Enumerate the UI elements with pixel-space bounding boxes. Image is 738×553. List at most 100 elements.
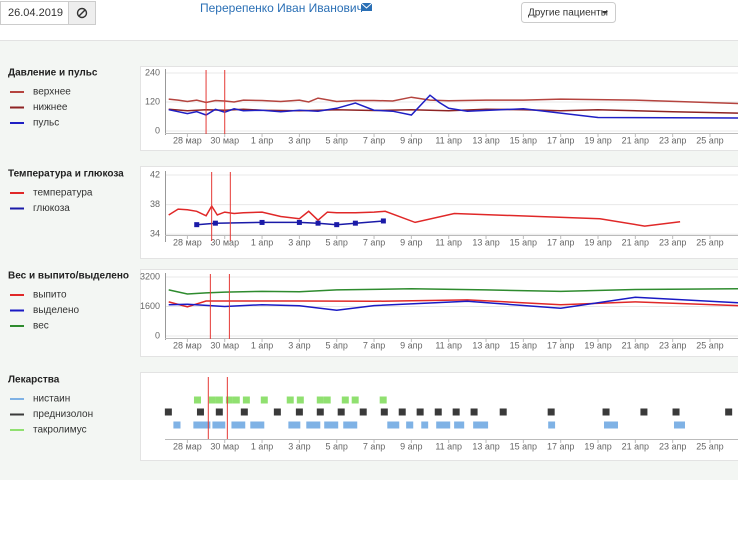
dose-mark bbox=[547, 408, 555, 416]
x-tick-label: 9 апр bbox=[400, 441, 422, 451]
dropdown-caret bbox=[602, 11, 608, 14]
dose-interval bbox=[673, 421, 685, 429]
legend-label: пульс bbox=[33, 118, 59, 129]
x-tick-label: 28 мар bbox=[173, 135, 202, 145]
dose-mark bbox=[240, 408, 248, 416]
x-tick-label: 1 апр bbox=[251, 135, 273, 145]
x-tick-label: 17 апр bbox=[547, 135, 574, 145]
x-tick-label: 19 апр bbox=[584, 441, 611, 451]
x-tick-label: 23 апр bbox=[659, 237, 686, 247]
x-tick-label: 28 мар bbox=[173, 237, 202, 247]
dose-interval bbox=[212, 421, 226, 429]
legend-label: нистаин bbox=[33, 394, 70, 405]
x-tick-label: 15 апр bbox=[510, 237, 537, 247]
x-tick-label: 30 мар bbox=[210, 135, 239, 145]
dose-mark bbox=[452, 408, 460, 416]
x-tick-label: 1 апр bbox=[251, 340, 273, 350]
patient-name[interactable]: Перерепенко Иван Иванович bbox=[200, 1, 363, 15]
dose-mark bbox=[379, 396, 387, 404]
x-tick-label: 19 апр bbox=[584, 340, 611, 350]
series-line bbox=[196, 220, 384, 226]
legend-label: верхнее bbox=[33, 87, 71, 98]
point-marker bbox=[194, 222, 200, 228]
mail-icon[interactable] bbox=[361, 3, 372, 11]
dose-interval bbox=[288, 421, 301, 429]
y-tick-label: 0 bbox=[155, 330, 160, 340]
mail-icon-flap bbox=[360, 2, 373, 9]
point-marker bbox=[212, 220, 218, 226]
legend-label: температура bbox=[33, 188, 93, 199]
legend-label: выделено bbox=[33, 305, 79, 316]
y-tick-label: 42 bbox=[150, 169, 160, 179]
dose-mark bbox=[295, 408, 303, 416]
x-tick-label: 7 апр bbox=[363, 441, 385, 451]
patients-button[interactable] bbox=[521, 2, 616, 23]
dose-interval bbox=[193, 421, 211, 429]
series-line bbox=[168, 296, 738, 311]
chart-panel bbox=[140, 66, 738, 151]
y-tick-label: 0 bbox=[155, 125, 160, 135]
chart-panel bbox=[140, 372, 738, 461]
y-tick-label: 120 bbox=[145, 96, 160, 106]
clear-icon bbox=[76, 7, 88, 19]
dose-mark bbox=[672, 408, 680, 416]
legend-label: нижнее bbox=[33, 102, 68, 113]
x-tick-label: 7 апр bbox=[363, 237, 385, 247]
x-tick-label: 30 мар bbox=[210, 340, 239, 350]
legend-label: такролимус bbox=[33, 425, 87, 436]
x-tick-label: 9 апр bbox=[400, 237, 422, 247]
x-tick-label: 30 мар bbox=[210, 441, 239, 451]
dose-interval bbox=[306, 421, 321, 429]
dose-mark bbox=[337, 408, 345, 416]
x-tick-label: 13 апр bbox=[472, 340, 499, 350]
dose-mark bbox=[434, 408, 442, 416]
dose-mark bbox=[416, 408, 424, 416]
chart-title: Лекарства bbox=[8, 375, 60, 386]
dose-mark bbox=[602, 408, 610, 416]
x-tick-label: 30 мар bbox=[210, 237, 239, 247]
clear-icon-slash bbox=[78, 9, 86, 17]
dose-interval bbox=[324, 421, 339, 429]
x-tick-label: 1 апр bbox=[251, 237, 273, 247]
dose-mark bbox=[398, 408, 406, 416]
x-tick-label: 1 апр bbox=[251, 441, 273, 451]
dose-mark bbox=[232, 396, 240, 404]
x-tick-label: 17 апр bbox=[547, 340, 574, 350]
point-marker bbox=[334, 222, 340, 228]
legend-label: преднизолон bbox=[33, 409, 93, 420]
dose-interval bbox=[173, 421, 181, 429]
dose-interval bbox=[421, 421, 429, 429]
patients-button-text: Другие пациенты bbox=[528, 8, 608, 19]
x-tick-label: 11 апр bbox=[435, 340, 462, 350]
dose-mark bbox=[341, 396, 349, 404]
x-tick-label: 3 апр bbox=[288, 237, 310, 247]
dose-mark bbox=[316, 396, 324, 404]
date-text: 26.04.2019 bbox=[8, 7, 63, 19]
x-tick-label: 19 апр bbox=[584, 237, 611, 247]
x-tick-label: 5 апр bbox=[326, 135, 348, 145]
dose-mark bbox=[380, 408, 388, 416]
x-tick-label: 7 апр bbox=[363, 135, 385, 145]
dose-mark bbox=[296, 396, 304, 404]
dose-interval bbox=[387, 421, 400, 429]
dose-mark bbox=[323, 396, 331, 404]
series-line bbox=[168, 204, 681, 227]
x-tick-label: 23 апр bbox=[659, 340, 686, 350]
x-tick-label: 17 апр bbox=[547, 441, 574, 451]
dose-mark bbox=[196, 408, 204, 416]
dose-mark bbox=[273, 408, 281, 416]
x-tick-label: 23 апр bbox=[659, 441, 686, 451]
dose-interval bbox=[603, 421, 618, 429]
x-tick-label: 23 апр bbox=[659, 135, 686, 145]
dose-interval bbox=[436, 421, 451, 429]
x-tick-label: 15 апр bbox=[510, 135, 537, 145]
point-marker bbox=[296, 219, 302, 225]
x-tick-label: 13 апр bbox=[472, 441, 499, 451]
x-tick-label: 5 апр bbox=[326, 441, 348, 451]
chart-title: Давление и пульс bbox=[8, 68, 98, 79]
x-tick-label: 21 апр bbox=[622, 237, 649, 247]
y-tick-label: 1600 bbox=[140, 301, 160, 311]
x-tick-label: 21 апр bbox=[622, 135, 649, 145]
point-marker bbox=[315, 220, 321, 226]
